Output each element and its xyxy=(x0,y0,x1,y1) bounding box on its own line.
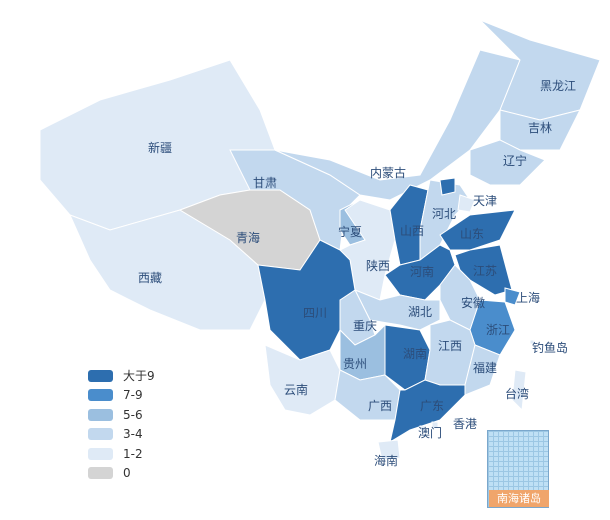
province-22[interactable] xyxy=(257,239,356,361)
legend-item-5-6[interactable]: 5-6 xyxy=(88,405,155,425)
province-label: 天津 xyxy=(473,194,497,208)
province-label: 江西 xyxy=(438,339,462,353)
province-28[interactable] xyxy=(334,369,401,421)
legend-swatch xyxy=(88,447,113,460)
province-label: 河南 xyxy=(410,264,434,279)
province-label: 贵州 xyxy=(343,357,367,371)
province-label: 陕西 xyxy=(366,258,390,273)
legend-label: 3-4 xyxy=(123,427,143,442)
legend-swatch xyxy=(88,369,113,382)
province-label: 山东 xyxy=(460,227,484,241)
province-32[interactable] xyxy=(431,421,439,429)
province-label: 台湾 xyxy=(505,386,529,401)
province-30[interactable] xyxy=(377,439,401,461)
province-34[interactable] xyxy=(529,339,535,345)
province-29[interactable] xyxy=(389,379,466,444)
province-label: 新疆 xyxy=(148,140,172,155)
province-label: 安徽 xyxy=(461,295,485,310)
province-label: 澳门 xyxy=(418,425,442,440)
legend-label: 大于9 xyxy=(123,369,155,384)
legend-label: 0 xyxy=(123,466,131,481)
province-25[interactable] xyxy=(464,344,501,396)
province-label: 湖北 xyxy=(408,304,432,319)
province-17[interactable] xyxy=(504,287,521,306)
legend-swatch xyxy=(88,408,113,421)
province-label: 河北 xyxy=(432,207,456,221)
province-label: 内蒙古 xyxy=(370,165,406,180)
province-label: 福建 xyxy=(473,360,497,375)
legend-label: 7-9 xyxy=(123,388,143,403)
province-31[interactable] xyxy=(511,369,527,412)
province-label: 湖南 xyxy=(403,346,427,361)
south-china-sea-label: 南海诸岛 xyxy=(489,490,549,507)
province-33[interactable] xyxy=(419,425,426,432)
province-13[interactable] xyxy=(457,194,476,213)
province-label: 四川 xyxy=(303,306,327,320)
province-label: 重庆 xyxy=(353,319,377,333)
province-1[interactable] xyxy=(69,209,266,331)
legend-swatch xyxy=(88,389,113,402)
province-label: 浙江 xyxy=(486,323,510,337)
province-label: 江苏 xyxy=(473,264,497,278)
province-label: 宁夏 xyxy=(338,224,362,239)
province-label: 上海 xyxy=(516,290,540,305)
legend-item-3-4[interactable]: 3-4 xyxy=(88,425,155,445)
legend-label: 5-6 xyxy=(123,407,143,422)
province-label: 香港 xyxy=(453,417,477,431)
province-label: 山西 xyxy=(400,224,424,238)
province-label: 青海 xyxy=(236,230,260,245)
legend-item-gt9[interactable]: 大于9 xyxy=(88,366,155,386)
legend-label: 1-2 xyxy=(123,446,143,461)
legend: 大于9 7-9 5-6 3-4 1-2 0 xyxy=(88,366,155,483)
province-label: 云南 xyxy=(284,382,308,397)
province-label: 吉林 xyxy=(528,121,552,135)
legend-swatch xyxy=(88,467,113,480)
province-label: 钓鱼岛 xyxy=(532,340,568,355)
legend-item-7-9[interactable]: 7-9 xyxy=(88,386,155,406)
province-label: 甘肃 xyxy=(253,176,277,190)
legend-swatch xyxy=(88,428,113,441)
province-label: 广西 xyxy=(368,399,392,413)
province-7[interactable] xyxy=(469,139,546,186)
province-19[interactable] xyxy=(353,289,441,331)
province-label: 广东 xyxy=(420,399,444,413)
province-label: 黑龙江 xyxy=(540,79,576,93)
legend-item-1-2[interactable]: 1-2 xyxy=(88,444,155,464)
province-12[interactable] xyxy=(439,177,456,196)
legend-item-0[interactable]: 0 xyxy=(88,464,155,484)
province-label: 海南 xyxy=(374,453,398,468)
province-label: 西藏 xyxy=(138,271,162,285)
province-label: 辽宁 xyxy=(503,153,527,168)
